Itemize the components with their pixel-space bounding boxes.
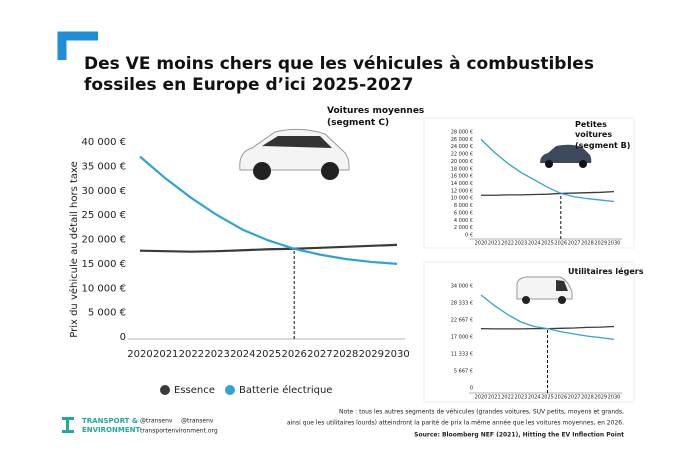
- logo-text: ENVIRONMENT: [82, 426, 140, 434]
- x-tick-label: 2026: [281, 349, 306, 360]
- chart-title: Utilitaires légers: [568, 267, 644, 276]
- y-tick-label: 0: [120, 332, 126, 343]
- y-tick-label: 30 000 €: [81, 186, 126, 197]
- x-tick-label: 2020: [475, 241, 488, 247]
- y-tick-label: 12 000 €: [451, 188, 473, 194]
- x-tick-label: 2029: [594, 395, 607, 401]
- x-tick-label: 2023: [204, 349, 229, 360]
- y-tick-label: 10 000 €: [451, 196, 473, 202]
- y-tick-label: 17 000 €: [451, 335, 473, 341]
- y-tick-label: 5 667 €: [454, 368, 473, 374]
- series-line: [139, 243, 398, 253]
- x-tick-label: 2024: [230, 349, 255, 360]
- x-tick-label: 2020: [475, 395, 488, 401]
- twitter-handle: @transenv: [140, 418, 173, 425]
- logo-icon: [62, 417, 74, 433]
- y-tick-label: 25 000 €: [81, 210, 126, 221]
- y-tick-label: 6 000 €: [454, 210, 473, 216]
- x-tick-label: 2025: [256, 349, 281, 360]
- chart-title: Petites voitures (segment B): [575, 120, 631, 150]
- y-tick-label: 5 000 €: [88, 308, 126, 319]
- x-tick-label: 2022: [501, 395, 514, 401]
- x-tick-label: 2028: [333, 349, 358, 360]
- series-line: [139, 155, 398, 265]
- y-tick-label: 20 000 €: [81, 235, 126, 246]
- y-tick-label: 18 000 €: [451, 166, 473, 172]
- x-tick-label: 2025: [541, 395, 554, 401]
- x-tick-label: 2026: [554, 241, 567, 247]
- page-title: Des VE moins chers que les véhicules à c…: [84, 54, 594, 95]
- car-icon: [239, 128, 350, 180]
- y-tick-label: 26 000 €: [451, 137, 473, 143]
- y-tick-label: 0: [470, 386, 473, 392]
- y-tick-label: 22 667 €: [451, 317, 473, 323]
- x-tick-label: 2030: [608, 241, 621, 247]
- x-tick-label: 2025: [541, 241, 554, 247]
- panel-frame: [423, 117, 635, 249]
- y-tick-label: 28 333 €: [451, 301, 473, 307]
- panel-frame: [423, 261, 635, 403]
- logo-text: TRANSPORT &: [82, 417, 138, 425]
- x-tick-label: 2026: [554, 395, 567, 401]
- corner-mark: [57, 31, 98, 60]
- x-tick-label: 2027: [307, 349, 332, 360]
- y-tick-label: 22 000 €: [451, 152, 473, 158]
- legend-swatch: [160, 385, 170, 395]
- x-tick-label: 2021: [153, 349, 178, 360]
- x-tick-label: 2028: [581, 395, 594, 401]
- note: ainsi que les utilitaires lourds) attein…: [287, 420, 624, 427]
- car-icon: [540, 144, 592, 168]
- x-tick-label: 2024: [528, 241, 541, 247]
- facebook-handle: @transenv: [181, 418, 214, 425]
- y-tick-label: 34 000 €: [451, 284, 473, 290]
- y-tick-label: 40 000 €: [81, 137, 126, 148]
- x-tick-label: 2028: [581, 241, 594, 247]
- y-tick-label: 35 000 €: [81, 161, 126, 172]
- note: Note : tous les autres segments de véhic…: [339, 409, 624, 416]
- website: transportenvironment.org: [140, 428, 218, 435]
- chart-title: Voitures moyennes (segment C): [327, 106, 425, 128]
- x-tick-label: 2030: [384, 349, 409, 360]
- y-tick-label: 10 000 €: [81, 283, 126, 294]
- x-tick-label: 2029: [359, 349, 384, 360]
- y-tick-label: 0 €: [465, 233, 473, 239]
- y-tick-label: 2 000 €: [454, 225, 473, 231]
- x-tick-label: 2021: [488, 395, 501, 401]
- source: Source: Bloomberg NEF (2021), Hitting th…: [414, 432, 624, 439]
- x-tick-label: 2020: [127, 349, 152, 360]
- y-tick-label: 11 333 €: [451, 352, 473, 358]
- x-tick-label: 2027: [568, 395, 581, 401]
- series-line: [480, 294, 615, 341]
- x-tick-label: 2022: [179, 349, 204, 360]
- x-tick-label: 2023: [515, 395, 528, 401]
- y-tick-label: 28 000 €: [451, 130, 473, 136]
- y-tick-label: 8 000 €: [454, 203, 473, 209]
- x-tick-label: 2030: [608, 395, 621, 401]
- x-tick-label: 2023: [515, 241, 528, 247]
- y-tick-label: 20 000 €: [451, 159, 473, 165]
- legend-label: Essence: [174, 385, 215, 396]
- y-axis-label: Prix du véhicule au détail hors taxe: [68, 161, 80, 338]
- x-tick-label: 2027: [568, 241, 581, 247]
- x-tick-label: 2029: [594, 241, 607, 247]
- y-tick-label: 15 000 €: [81, 259, 126, 270]
- van-icon: [516, 276, 573, 304]
- series-line: [481, 190, 615, 196]
- legend-label: Batterie électrique: [239, 384, 332, 396]
- x-tick-label: 2024: [528, 395, 541, 401]
- y-tick-label: 16 000 €: [451, 174, 473, 180]
- legend-swatch: [225, 385, 235, 395]
- y-tick-label: 4 000 €: [454, 218, 473, 224]
- y-tick-label: 24 000 €: [451, 144, 473, 150]
- y-tick-label: 14 000 €: [451, 181, 473, 187]
- x-tick-label: 2021: [488, 241, 501, 247]
- series-line: [480, 138, 615, 203]
- x-tick-label: 2022: [501, 241, 514, 247]
